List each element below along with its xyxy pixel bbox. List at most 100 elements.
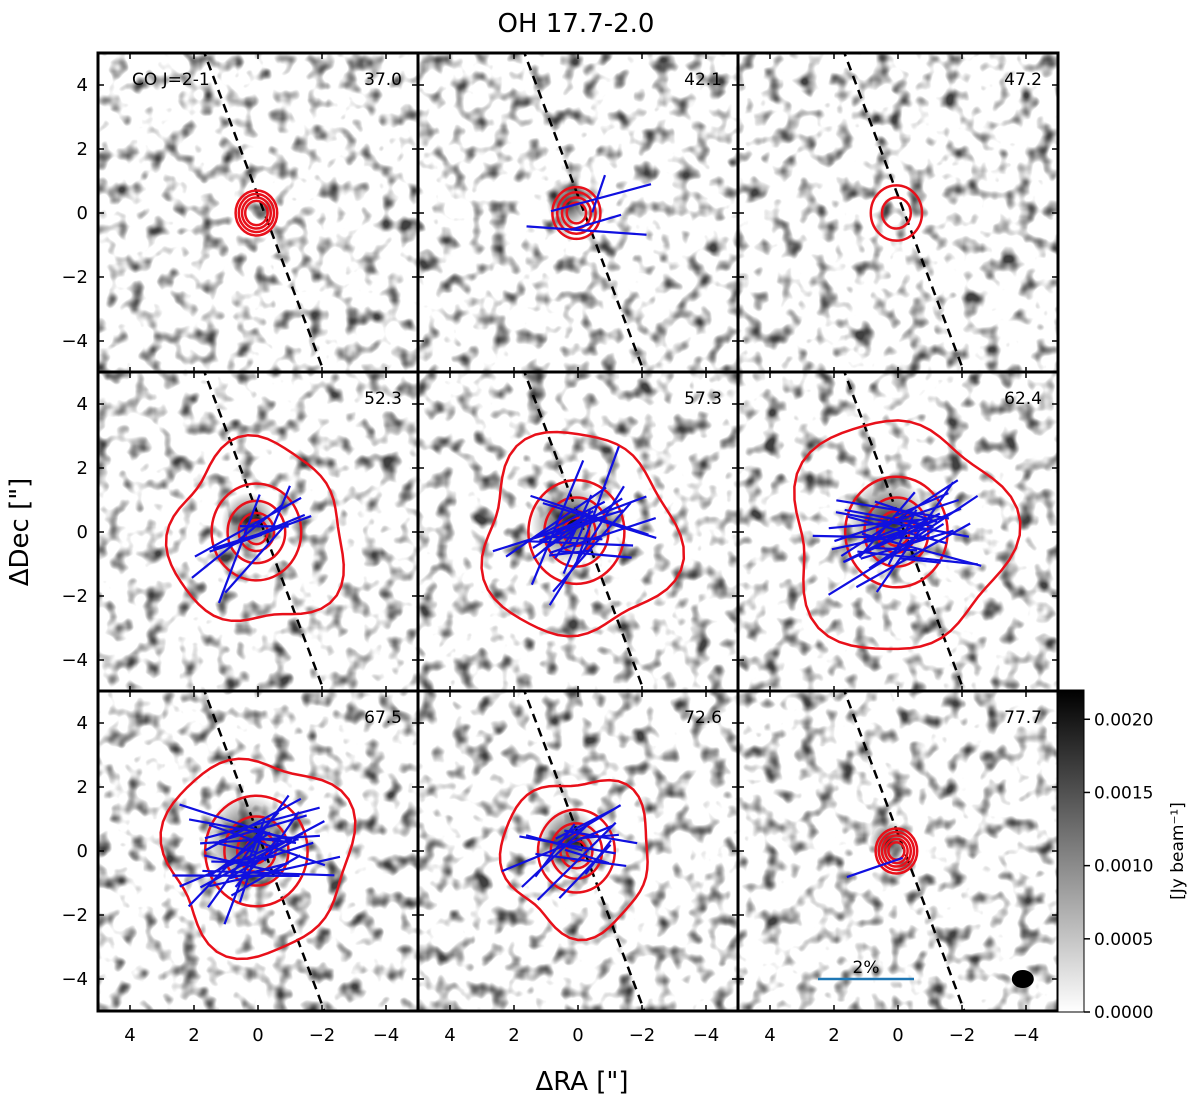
intensity-contour <box>880 834 913 868</box>
x-tick-label: 4 <box>444 1025 455 1046</box>
polarization-vector <box>857 550 978 566</box>
polarization-vector <box>591 174 607 213</box>
velocity-label: 77.7 <box>1004 708 1042 728</box>
scale-bar-label: 2% <box>853 958 880 978</box>
velocity-label: 72.6 <box>684 708 722 728</box>
channel-panel: 67.5 4 2 0 −2 −4 4 2 0 −2 −4 <box>61 689 420 1046</box>
polarization-vector <box>861 532 982 567</box>
polarization-vector <box>554 523 579 559</box>
polarization-vector <box>812 534 934 540</box>
y-tick-label: 2 <box>77 139 88 160</box>
colorbar-tick-label: 0.0020 <box>1094 710 1153 730</box>
polarization-vector <box>550 183 652 213</box>
velocity-label: 52.3 <box>364 389 402 409</box>
channel-panel: 42.1 <box>416 51 740 375</box>
velocity-label: 42.1 <box>684 70 722 90</box>
polarization-vector <box>204 806 320 840</box>
panel-image <box>418 53 738 373</box>
panel-image <box>98 691 418 1011</box>
polarization-vector <box>874 500 938 523</box>
polarization-vector <box>212 533 258 550</box>
velocity-label: 62.4 <box>1004 389 1042 409</box>
polarization-vector <box>230 854 301 897</box>
x-tick-label: 2 <box>508 1025 519 1046</box>
intensity-contour <box>536 808 617 894</box>
polarization-vector <box>834 498 960 543</box>
polarization-vector <box>846 856 903 879</box>
y-tick-label: −2 <box>61 267 88 288</box>
x-axis-label: ΔRA ["] <box>535 1067 628 1097</box>
polarization-vector <box>855 522 971 589</box>
intensity-contour <box>164 433 345 623</box>
panel-grid: 37.0 4 2 0 −2 −4 CO J=2-1 42.1 47.2 52.3 4 2 0 −2 −4 57… <box>61 51 1060 1046</box>
polarization-vector <box>263 811 300 862</box>
intensity-contour <box>793 419 1022 651</box>
x-tick-label: 0 <box>252 1025 263 1046</box>
velocity-label: 37.0 <box>364 70 402 90</box>
channel-panel: 37.0 4 2 0 −2 −4 CO J=2-1 <box>61 51 420 375</box>
intensity-contour <box>240 196 273 230</box>
intensity-contour <box>874 827 919 875</box>
colorbar-tick-label: 0.0015 <box>1094 783 1153 803</box>
polarization-vector <box>270 485 291 530</box>
y-tick-label: 4 <box>77 713 88 734</box>
intensity-contour <box>203 794 309 908</box>
x-tick-label: −4 <box>1013 1025 1040 1046</box>
intensity-contour <box>551 185 602 241</box>
intensity-contour <box>243 199 269 227</box>
polarization-vector <box>828 517 929 530</box>
dashed-axis-line <box>203 372 326 692</box>
panel-image <box>738 53 1058 373</box>
colorbar-tick-label: 0.0005 <box>1094 930 1153 950</box>
channel-panel: 72.6 4 2 0 −2 −4 <box>416 689 740 1046</box>
intensity-contour <box>480 430 686 638</box>
polarization-vector <box>570 213 622 231</box>
polarization-vector <box>535 852 627 868</box>
polarization-vector <box>530 459 585 586</box>
y-axis-label: ΔDec ["] <box>5 478 35 587</box>
polarization-vector <box>229 838 298 879</box>
polarization-vector <box>564 848 610 865</box>
channel-panel: 57.3 <box>416 370 740 694</box>
y-tick-label: −4 <box>61 650 88 671</box>
intensity-contour <box>883 837 909 865</box>
y-tick-label: −4 <box>61 969 88 990</box>
x-tick-label: −4 <box>373 1025 400 1046</box>
panel-image <box>98 53 418 373</box>
intensity-contour <box>237 192 276 234</box>
channel-panel: 62.4 <box>736 370 1060 694</box>
polarization-vector <box>539 516 606 542</box>
dashed-axis-line <box>523 53 646 373</box>
polarization-vector <box>858 491 916 559</box>
y-tick-label: 0 <box>77 522 88 543</box>
x-tick-label: −2 <box>949 1025 976 1046</box>
dashed-axis-line <box>523 372 646 692</box>
polarization-vector <box>552 502 632 593</box>
channel-panel: 52.3 4 2 0 −2 −4 <box>61 370 420 694</box>
polarization-vector <box>562 509 592 575</box>
polarization-vector <box>568 494 593 545</box>
panel-image <box>98 372 418 692</box>
panel-image <box>418 691 738 1011</box>
y-tick-label: 0 <box>77 203 88 224</box>
polarization-vector <box>584 839 612 875</box>
noise-map <box>98 53 418 373</box>
channel-panel: 47.2 <box>736 51 1060 375</box>
velocity-label: 57.3 <box>684 389 722 409</box>
y-tick-label: 2 <box>77 458 88 479</box>
dashed-axis-line <box>843 691 966 1011</box>
polarization-vector <box>492 509 624 553</box>
polarization-vector <box>209 831 271 877</box>
polarization-vector <box>868 494 979 570</box>
figure-title: OH 17.7-2.0 <box>498 9 655 39</box>
intensity-contour <box>880 196 913 230</box>
intensity-contour <box>210 482 303 582</box>
polarization-vector <box>899 557 941 564</box>
x-tick-label: −4 <box>693 1025 720 1046</box>
intensity-contour <box>527 478 626 586</box>
colorbar-tick-label: 0.0000 <box>1094 1003 1153 1023</box>
polarization-vector <box>555 808 614 840</box>
dashed-axis-line <box>203 691 326 1011</box>
dashed-axis-line <box>523 691 646 1011</box>
colorbar-gradient <box>1057 689 1085 1013</box>
